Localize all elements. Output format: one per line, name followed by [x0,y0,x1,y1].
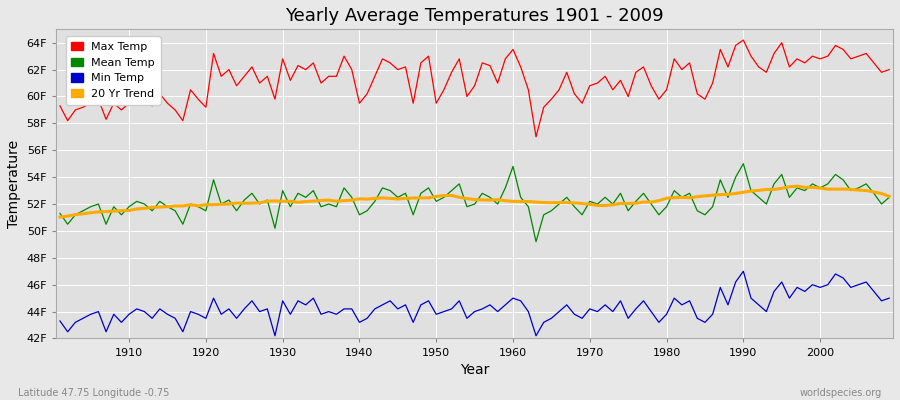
Legend: Max Temp, Mean Temp, Min Temp, 20 Yr Trend: Max Temp, Mean Temp, Min Temp, 20 Yr Tre… [66,36,160,105]
Text: Latitude 47.75 Longitude -0.75: Latitude 47.75 Longitude -0.75 [18,388,169,398]
X-axis label: Year: Year [460,363,490,377]
Y-axis label: Temperature: Temperature [7,140,21,228]
Text: worldspecies.org: worldspecies.org [800,388,882,398]
Title: Yearly Average Temperatures 1901 - 2009: Yearly Average Temperatures 1901 - 2009 [285,7,664,25]
